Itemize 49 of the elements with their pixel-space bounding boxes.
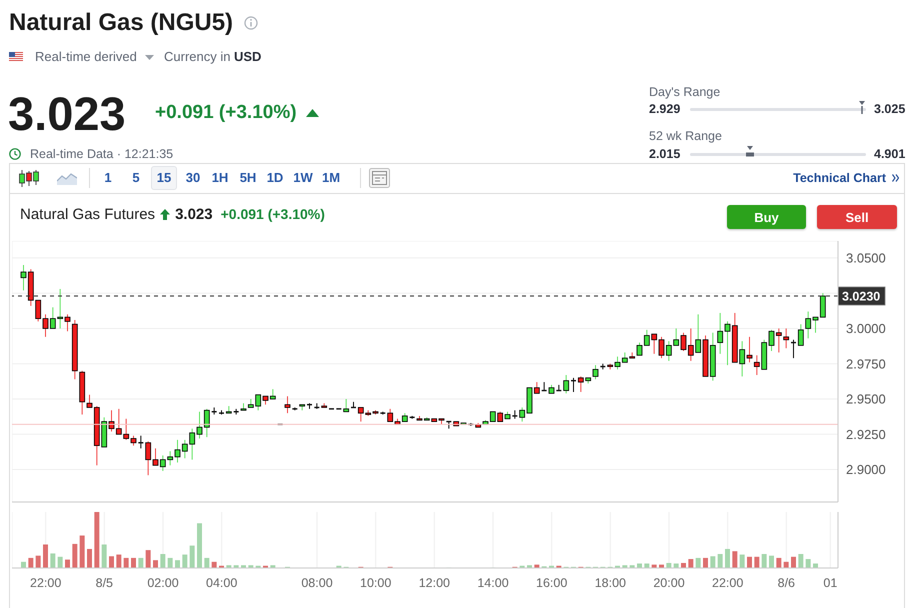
y-tick-label: 2.9000 bbox=[846, 462, 886, 478]
text: 1 bbox=[104, 170, 112, 186]
x-tick-label: 18:00 bbox=[594, 576, 626, 590]
x-tick-label: 22:00 bbox=[30, 576, 62, 590]
text: 1H bbox=[212, 170, 228, 186]
x-tick-label: 14:00 bbox=[477, 576, 509, 590]
ref-line-label: 3.0230 bbox=[842, 290, 880, 304]
y-tick-label: 2.9250 bbox=[846, 426, 886, 442]
text: 5 bbox=[132, 170, 140, 186]
text: 2.015 bbox=[649, 146, 680, 162]
y-tick-label: 2.9500 bbox=[846, 392, 886, 407]
text: Real-time derived bbox=[35, 49, 137, 65]
x-tick-label: 08:00 bbox=[301, 576, 333, 590]
x-tick-label: 04:00 bbox=[206, 576, 238, 590]
text: 15 bbox=[156, 170, 172, 186]
text: Natural Gas (NGU5) bbox=[9, 9, 234, 37]
text: 3.023 bbox=[8, 86, 126, 142]
text: 3.023 bbox=[175, 206, 213, 222]
text: 52 wk Range bbox=[649, 128, 722, 144]
text: +0.091 (+3.10%) bbox=[155, 101, 297, 125]
x-tick-label: 12:00 bbox=[418, 576, 450, 590]
text: Real-time Data · 12:21:35 bbox=[30, 146, 174, 162]
text: 5H bbox=[240, 170, 256, 186]
x-tick-label: 10:00 bbox=[360, 576, 392, 590]
y-tick-label: 3.0000 bbox=[846, 321, 886, 336]
x-tick-label: 8/5 bbox=[96, 576, 114, 590]
x-tick-label: 16:00 bbox=[536, 576, 568, 590]
x-tick-label: 20:00 bbox=[653, 576, 685, 590]
x-tick-label: 02:00 bbox=[147, 576, 179, 590]
x-tick-label: 01 bbox=[823, 576, 838, 590]
buy-button: Buy bbox=[727, 205, 806, 229]
text: USD bbox=[234, 49, 262, 65]
y-tick-label: 3.0500 bbox=[846, 250, 886, 266]
text: Technical Chart bbox=[793, 170, 886, 186]
text: 1D bbox=[266, 170, 284, 186]
text: 1W bbox=[293, 170, 313, 186]
text: 30 bbox=[186, 170, 200, 186]
text: Currency in bbox=[164, 49, 230, 65]
y-tick-label: 2.9750 bbox=[846, 356, 886, 372]
text: +0.091 (+3.10%) bbox=[220, 206, 325, 222]
text: 4.901 bbox=[874, 146, 906, 162]
text: 2.929 bbox=[649, 101, 680, 117]
text: 3.025 bbox=[874, 101, 906, 117]
x-tick-label: 22:00 bbox=[712, 576, 744, 590]
text: 1M bbox=[322, 170, 340, 186]
text: Day's Range bbox=[649, 84, 720, 100]
chart-title: Natural Gas Futures bbox=[20, 206, 156, 222]
x-tick-label: 8/6 bbox=[778, 576, 796, 590]
sell-button: Sell bbox=[817, 205, 897, 229]
